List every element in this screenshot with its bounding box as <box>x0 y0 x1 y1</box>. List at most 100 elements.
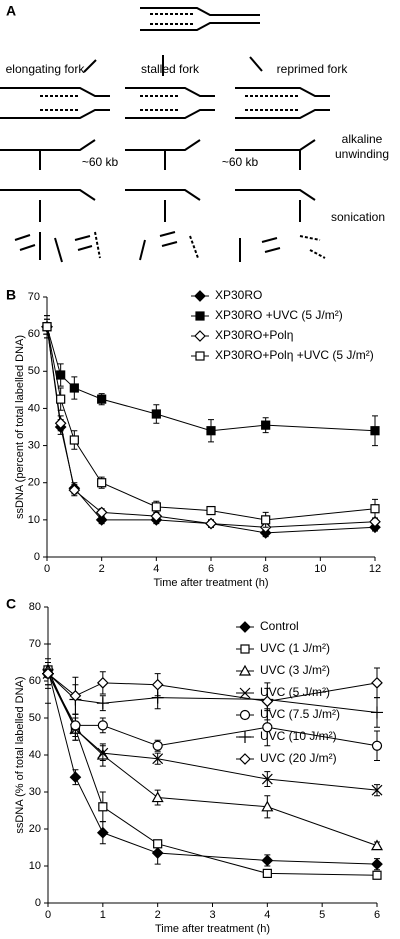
marker <box>371 784 383 796</box>
marker <box>371 740 383 751</box>
fork-diagram <box>150 13 195 25</box>
panel-a: A elongating fork stalled fork reprimed … <box>0 3 389 263</box>
legend-label: UVC (3 J/m²) <box>260 663 330 677</box>
y-tick-label: 30 <box>28 439 40 451</box>
marker <box>371 858 383 870</box>
y-axis-title: ssDNA (percent of total labelled DNA) <box>14 335 26 519</box>
y-tick-label: 10 <box>29 860 41 872</box>
legend-marker <box>194 290 206 302</box>
marker <box>261 420 271 430</box>
diagram-label: sonication <box>331 210 385 224</box>
x-tick-label: 12 <box>369 563 381 575</box>
marker <box>152 740 163 751</box>
marker <box>371 706 383 719</box>
diagram-label: elongating fork <box>6 62 86 76</box>
series-line <box>47 673 378 747</box>
marker <box>98 802 108 812</box>
y-tick-label: 60 <box>28 328 40 340</box>
marker <box>70 720 81 731</box>
x-tick-label: 0 <box>45 909 51 921</box>
marker <box>54 417 67 430</box>
series-line <box>46 326 376 534</box>
marker <box>261 695 274 708</box>
marker <box>56 370 66 380</box>
y-tick-label: 60 <box>29 675 41 687</box>
series-line <box>47 673 378 791</box>
legend-label: XP30RO +UVC (5 J/m²) <box>215 308 343 322</box>
marker <box>151 678 164 691</box>
legend-marker <box>195 311 205 321</box>
marker <box>151 409 161 419</box>
marker <box>96 826 109 839</box>
legend-marker <box>240 644 250 654</box>
legend-label: XP30RO+Polη +UVC (5 J/m²) <box>215 348 374 362</box>
panel-label: B <box>6 287 16 303</box>
x-tick-label: 3 <box>209 909 215 921</box>
legend-marker <box>239 753 251 765</box>
marker <box>95 506 108 519</box>
y-tick-label: 80 <box>29 601 41 613</box>
legend-marker <box>239 621 251 633</box>
series-line <box>46 326 376 432</box>
marker <box>69 689 82 702</box>
x-tick-label: 4 <box>264 909 270 921</box>
legend-marker <box>239 709 251 721</box>
panel-label: A <box>6 3 16 19</box>
fork-diagram <box>140 7 260 31</box>
marker <box>370 504 380 514</box>
y-tick-label: 20 <box>28 477 40 489</box>
series-line <box>47 669 378 865</box>
y-tick-label: 50 <box>28 365 40 377</box>
y-tick-label: 40 <box>28 402 40 414</box>
marker <box>152 753 164 765</box>
legend-label: Control <box>260 619 299 633</box>
x-tick-label: 2 <box>99 563 105 575</box>
marker <box>371 677 383 689</box>
legend-marker <box>238 664 252 676</box>
x-tick-label: 0 <box>44 563 50 575</box>
legend-label: XP30RO <box>215 288 262 302</box>
diagram-label: alkaline <box>342 132 383 146</box>
legend-marker <box>194 330 206 342</box>
marker <box>96 697 109 710</box>
marker <box>262 722 273 733</box>
legend-label: UVC (20 J/m²) <box>260 751 337 765</box>
marker <box>206 426 216 436</box>
panel-label: C <box>6 596 16 612</box>
series-line <box>47 673 378 702</box>
y-tick-label: 0 <box>34 551 40 563</box>
x-axis-title: Time after treatment (h) <box>153 577 268 589</box>
diagram-label: stalled fork <box>141 62 200 76</box>
y-tick-label: 0 <box>35 897 41 909</box>
marker <box>370 426 380 436</box>
x-tick-label: 8 <box>263 563 269 575</box>
legend-label: UVC (7.5 J/m²) <box>260 707 340 721</box>
y-tick-label: 70 <box>29 638 41 650</box>
marker <box>261 773 273 785</box>
legend-label: XP30RO+Polη <box>215 328 293 342</box>
chart: C 0 10 20 30 40 50 60 70 80 0 1 2 3 4 5 6 Time after trea… <box>6 596 384 935</box>
fork-diagram <box>0 87 330 170</box>
marker <box>69 383 79 393</box>
series-line <box>46 326 376 528</box>
legend-label: UVC (1 J/m²) <box>260 641 330 655</box>
x-tick-label: 6 <box>208 563 214 575</box>
marker <box>261 854 274 867</box>
diagram-label: ~60 kb <box>222 155 259 169</box>
marker <box>372 870 382 880</box>
diagram-label: unwinding <box>335 147 389 161</box>
marker <box>151 502 161 512</box>
x-tick-label: 10 <box>314 563 326 575</box>
legend-label: UVC (10 J/m²) <box>260 729 337 743</box>
x-tick-label: 2 <box>155 909 161 921</box>
y-tick-label: 20 <box>29 823 41 835</box>
marker <box>369 515 381 528</box>
legend-marker <box>239 731 251 743</box>
marker <box>370 839 384 851</box>
marker <box>97 747 109 759</box>
x-tick-label: 5 <box>319 909 325 921</box>
marker <box>97 478 107 488</box>
marker <box>42 322 52 332</box>
y-tick-label: 30 <box>29 786 41 798</box>
